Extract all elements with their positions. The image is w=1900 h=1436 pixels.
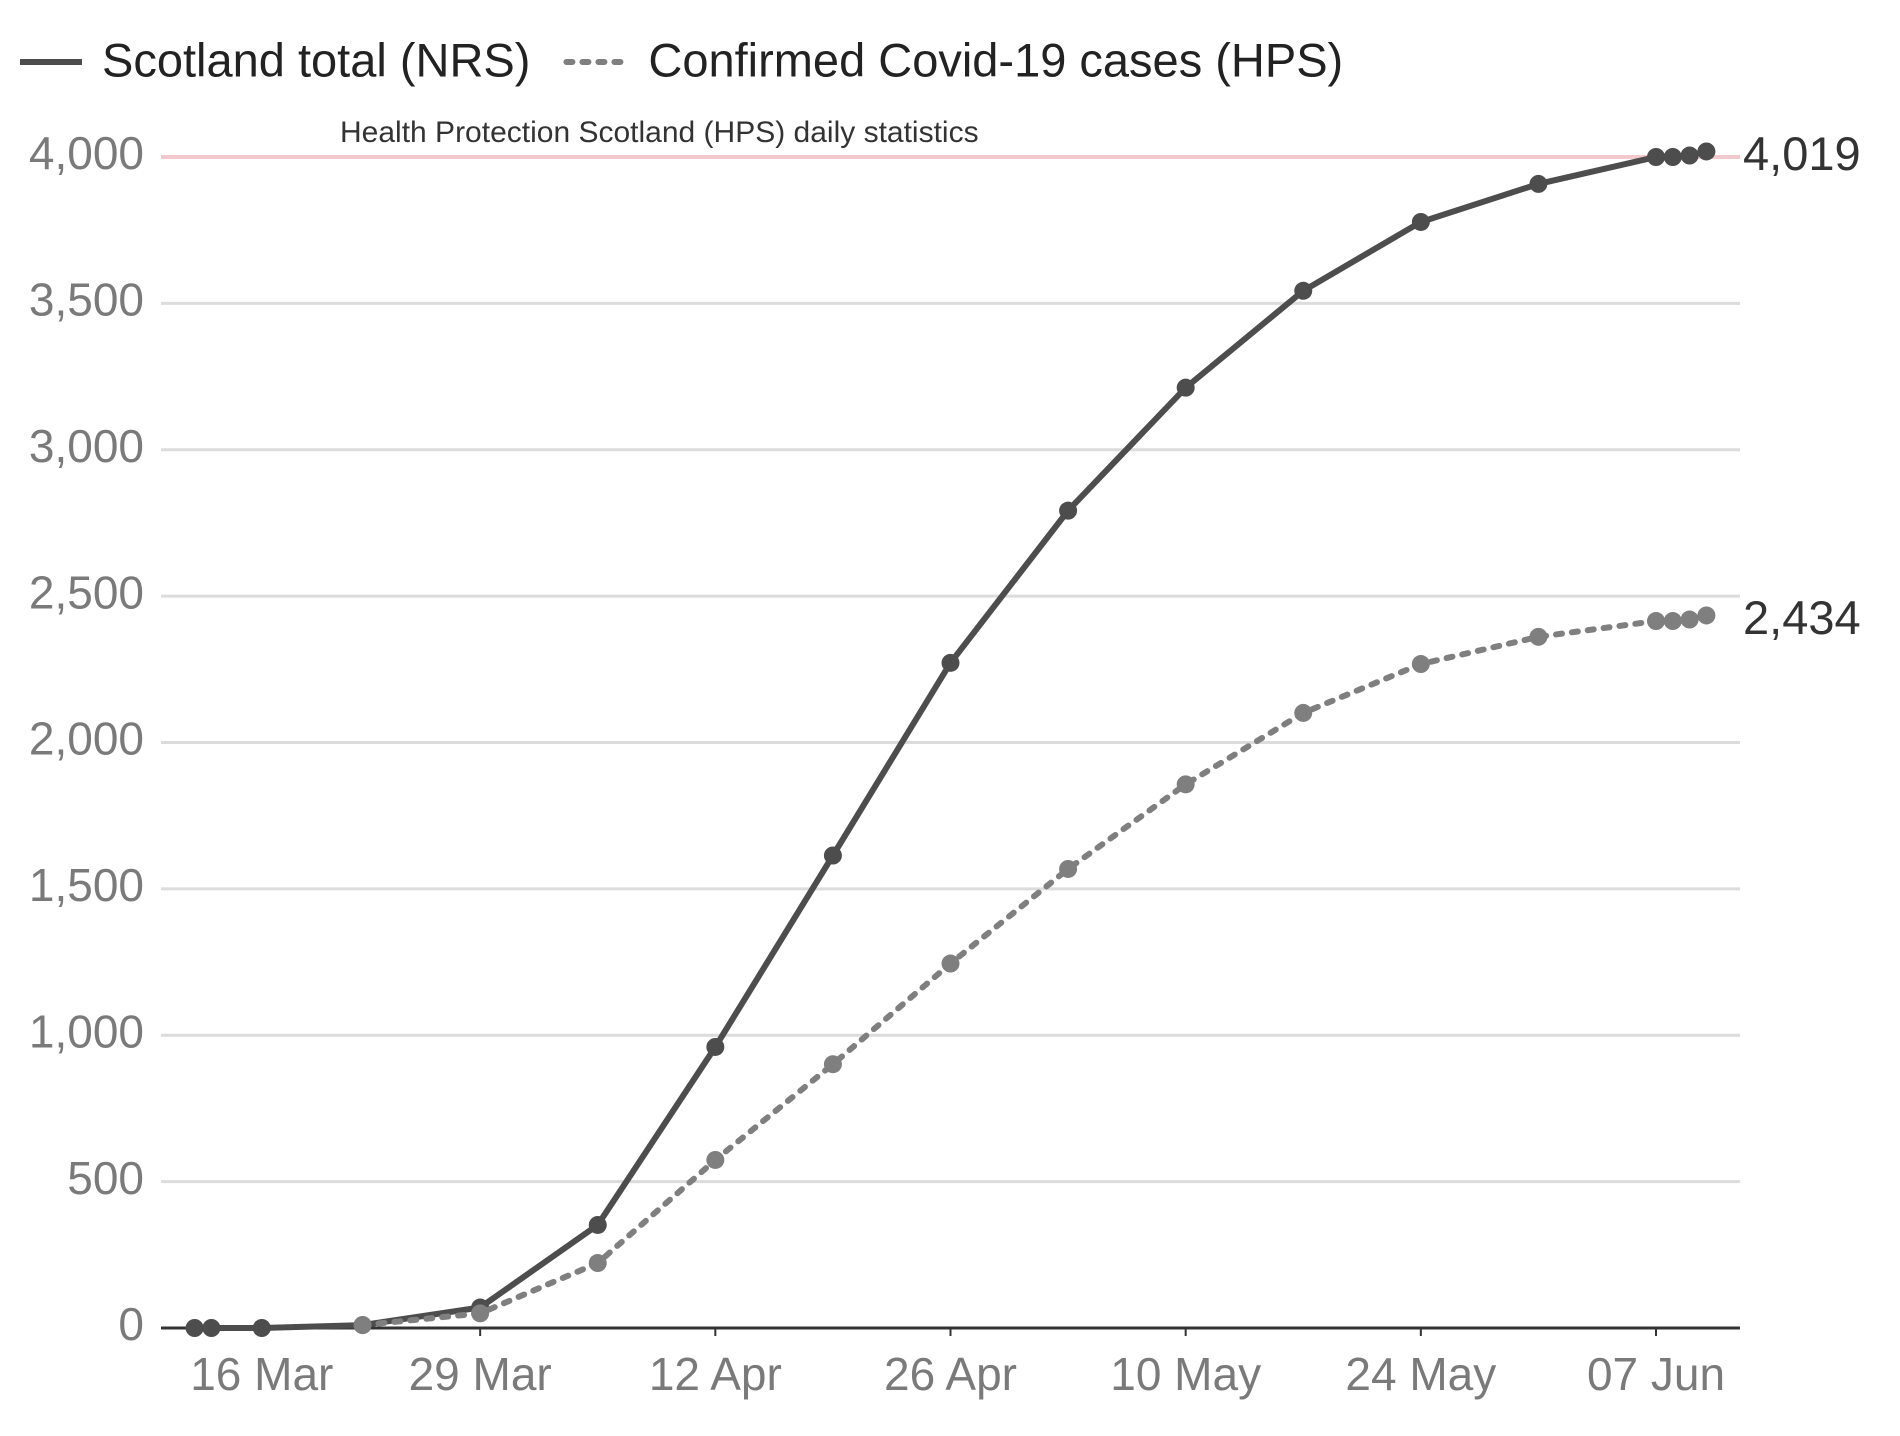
y-tick-label: 3,000 <box>29 420 144 472</box>
data-point <box>1411 655 1430 674</box>
data-point <box>1697 142 1716 161</box>
data-point <box>1663 612 1682 631</box>
data-point <box>1680 146 1699 165</box>
y-tick-label: 500 <box>67 1152 144 1204</box>
x-tick-label: 07 Jun <box>1587 1348 1725 1400</box>
legend-label: Scotland total (NRS) <box>102 33 530 86</box>
x-tick-label: 12 Apr <box>649 1348 782 1400</box>
data-point <box>353 1316 372 1335</box>
x-tick-label: 16 Mar <box>190 1348 333 1400</box>
data-point <box>1176 775 1195 794</box>
annotation: Health Protection Scotland (HPS) daily s… <box>340 116 979 149</box>
data-point <box>706 1037 725 1056</box>
data-point <box>202 1319 221 1337</box>
y-tick-label: 2,500 <box>29 566 144 618</box>
y-tick-label: 0 <box>118 1298 144 1350</box>
data-point <box>1529 627 1548 646</box>
data-point <box>252 1319 271 1337</box>
data-point <box>823 1055 842 1074</box>
data-point <box>1647 612 1666 631</box>
series-line <box>194 148 1708 1331</box>
data-point <box>706 1150 725 1169</box>
data-point <box>471 1304 490 1323</box>
y-tick-label: 1,500 <box>29 859 144 911</box>
data-point <box>941 954 960 973</box>
data-point <box>941 653 960 672</box>
x-tick-label: 26 Apr <box>884 1348 1017 1400</box>
series-line <box>359 612 1710 1329</box>
legend-label: Confirmed Covid-19 cases (HPS) <box>648 33 1343 86</box>
y-tick-label: 3,500 <box>29 274 144 326</box>
data-point <box>1294 281 1313 300</box>
data-point <box>588 1254 607 1273</box>
x-tick-label: 24 May <box>1345 1348 1496 1400</box>
data-point <box>1529 174 1548 193</box>
data-point <box>823 846 842 865</box>
data-point <box>1411 212 1430 231</box>
data-point <box>1663 148 1682 166</box>
x-tick-label: 10 May <box>1110 1348 1261 1400</box>
value-label: 2,434 <box>1743 591 1861 644</box>
y-tick-label: 4,000 <box>29 127 144 179</box>
value-label: 4,019 <box>1743 127 1861 180</box>
data-point <box>1176 378 1195 397</box>
y-tick-label: 1,000 <box>29 1005 144 1057</box>
data-point <box>1697 606 1716 625</box>
data-point <box>1059 859 1078 878</box>
data-point <box>588 1215 607 1234</box>
data-point <box>1680 610 1699 629</box>
data-point <box>1647 148 1666 166</box>
data-point <box>185 1319 204 1337</box>
data-point <box>1294 703 1313 722</box>
data-point <box>1059 501 1078 520</box>
y-tick-label: 2,000 <box>29 713 144 765</box>
x-tick-label: 29 Mar <box>409 1348 552 1400</box>
